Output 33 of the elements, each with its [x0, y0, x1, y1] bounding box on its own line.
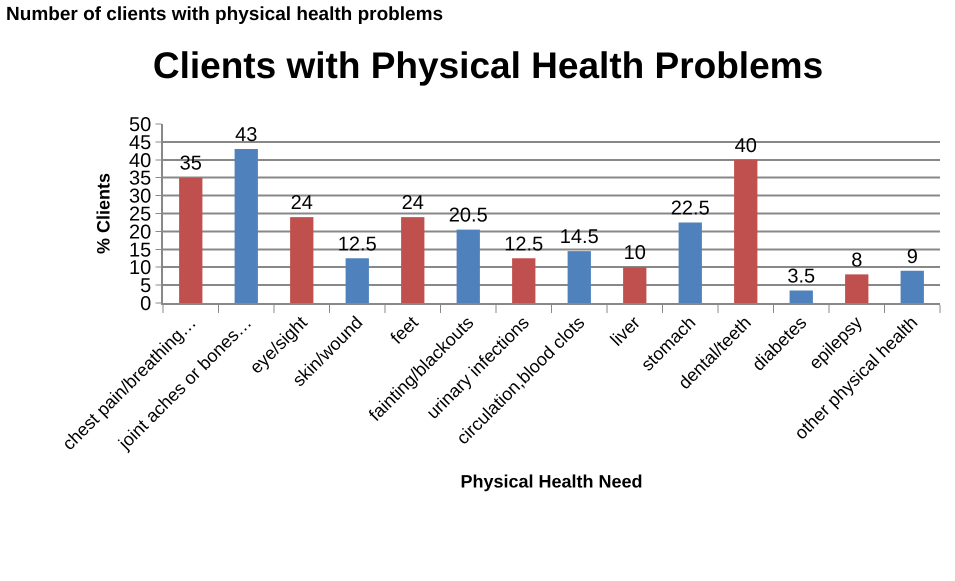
- data-label: 9: [906, 246, 918, 268]
- bar: [346, 258, 369, 303]
- data-label: 3.5: [787, 265, 816, 288]
- y-axis-title: % Clients: [94, 172, 114, 254]
- data-label: 20.5: [448, 204, 488, 227]
- bar: [734, 160, 758, 303]
- bar: [900, 270, 924, 303]
- data-label: 8: [851, 249, 862, 272]
- text: Number of clients with physical health problems: [6, 4, 444, 25]
- data-label: 22.5: [670, 197, 710, 220]
- chart-title: Clients with Physical Health Problems: [152, 44, 824, 86]
- bar: [678, 222, 702, 303]
- bar: [179, 178, 202, 303]
- bar: [290, 217, 314, 303]
- bar: [845, 274, 868, 303]
- data-label: 43: [235, 124, 258, 146]
- data-label: 35: [180, 152, 202, 175]
- bar: [623, 267, 646, 303]
- bar: [456, 230, 480, 303]
- data-label: 12.5: [504, 233, 544, 256]
- bar: [790, 290, 813, 303]
- data-label: 24: [290, 192, 313, 214]
- data-label: 24: [402, 192, 424, 214]
- bar: [401, 217, 424, 303]
- data-label: 14.5: [560, 226, 599, 248]
- bar: [512, 258, 536, 303]
- bar: [234, 149, 258, 303]
- data-label: 12.5: [338, 233, 377, 256]
- bar: [568, 251, 591, 303]
- data-label: 40: [734, 134, 757, 157]
- x-tick-label: liver: [606, 312, 644, 350]
- x-axis-title: Physical Health Need: [460, 472, 643, 492]
- data-label: 10: [624, 242, 646, 264]
